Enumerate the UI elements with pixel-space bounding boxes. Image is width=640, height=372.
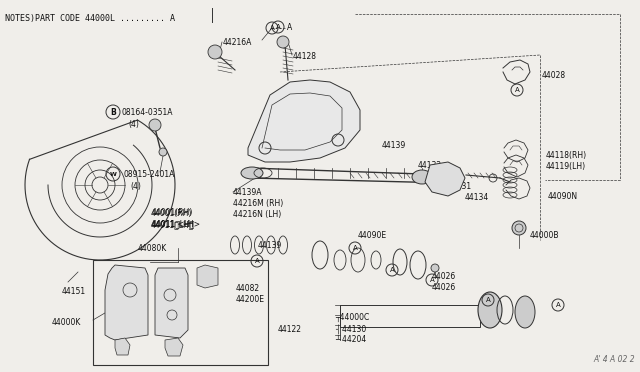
Text: 44128: 44128 — [293, 52, 317, 61]
Polygon shape — [197, 265, 218, 288]
Polygon shape — [248, 80, 360, 162]
Circle shape — [277, 36, 289, 48]
Circle shape — [208, 45, 222, 59]
Polygon shape — [155, 268, 188, 338]
Text: 44011〈LH〉: 44011〈LH〉 — [152, 219, 195, 228]
Text: A: A — [276, 24, 280, 30]
Text: A: A — [353, 245, 357, 251]
Text: 44080K: 44080K — [138, 244, 167, 253]
Text: 44139: 44139 — [382, 141, 406, 150]
Ellipse shape — [412, 170, 432, 184]
Text: ┤ 44130: ┤ 44130 — [335, 324, 366, 334]
Bar — [340, 305, 480, 327]
Polygon shape — [425, 162, 465, 196]
Bar — [93, 260, 268, 365]
Ellipse shape — [241, 167, 263, 179]
Circle shape — [431, 264, 439, 272]
Text: A: A — [269, 25, 275, 31]
Text: A: A — [255, 258, 259, 264]
Text: 44122: 44122 — [278, 325, 302, 334]
Circle shape — [512, 221, 526, 235]
Text: 44001(RH): 44001(RH) — [151, 209, 193, 218]
Polygon shape — [115, 338, 130, 355]
Polygon shape — [165, 338, 183, 356]
Circle shape — [149, 119, 161, 131]
Text: (4): (4) — [128, 120, 139, 129]
Ellipse shape — [478, 292, 502, 328]
Text: 44139A: 44139A — [233, 188, 262, 197]
Text: 44118(RH): 44118(RH) — [546, 151, 587, 160]
Text: B: B — [110, 108, 116, 116]
Text: A: A — [556, 302, 561, 308]
Text: A: A — [486, 297, 490, 303]
Text: 44132: 44132 — [418, 161, 442, 170]
Text: 44000B: 44000B — [530, 231, 559, 240]
Text: A: A — [390, 267, 394, 273]
Text: 44151: 44151 — [62, 287, 86, 296]
Text: 44119(LH): 44119(LH) — [546, 162, 586, 171]
Text: NOTES)PART CODE 44000L ......... A: NOTES)PART CODE 44000L ......... A — [5, 14, 175, 23]
Text: 44082: 44082 — [236, 284, 260, 293]
Text: 44001(RH): 44001(RH) — [152, 208, 193, 217]
Text: 44000K: 44000K — [52, 318, 81, 327]
Text: 44139: 44139 — [258, 241, 282, 250]
Text: 44216M (RH): 44216M (RH) — [233, 199, 284, 208]
Text: 44028: 44028 — [542, 71, 566, 80]
Text: 44011 <LH>: 44011 <LH> — [151, 220, 200, 229]
Text: ┬44000C: ┬44000C — [335, 313, 369, 322]
Polygon shape — [105, 265, 148, 340]
Text: 44200E: 44200E — [236, 295, 265, 304]
Text: 44134: 44134 — [465, 193, 489, 202]
Text: 44090E: 44090E — [358, 231, 387, 240]
Text: 44011〈LH〉: 44011〈LH〉 — [151, 220, 195, 229]
Text: A: A — [287, 23, 292, 32]
Text: ┴ 44204: ┴ 44204 — [335, 335, 366, 344]
Text: 44131: 44131 — [448, 182, 472, 191]
Text: 44026: 44026 — [432, 283, 456, 292]
Text: 44216N (LH): 44216N (LH) — [233, 210, 281, 219]
Text: 08164-0351A: 08164-0351A — [122, 108, 173, 117]
Text: A: A — [515, 87, 520, 93]
Circle shape — [159, 148, 167, 156]
Text: 08915-2401A: 08915-2401A — [124, 170, 175, 179]
Ellipse shape — [515, 296, 535, 328]
Text: W: W — [109, 171, 116, 176]
Text: 44026: 44026 — [432, 272, 456, 281]
Text: (4): (4) — [130, 182, 141, 191]
Text: 44090N: 44090N — [548, 192, 578, 201]
Text: 44216A: 44216A — [223, 38, 252, 47]
Text: A: A — [429, 277, 435, 283]
Text: A' 4 A 02 2: A' 4 A 02 2 — [593, 355, 635, 364]
